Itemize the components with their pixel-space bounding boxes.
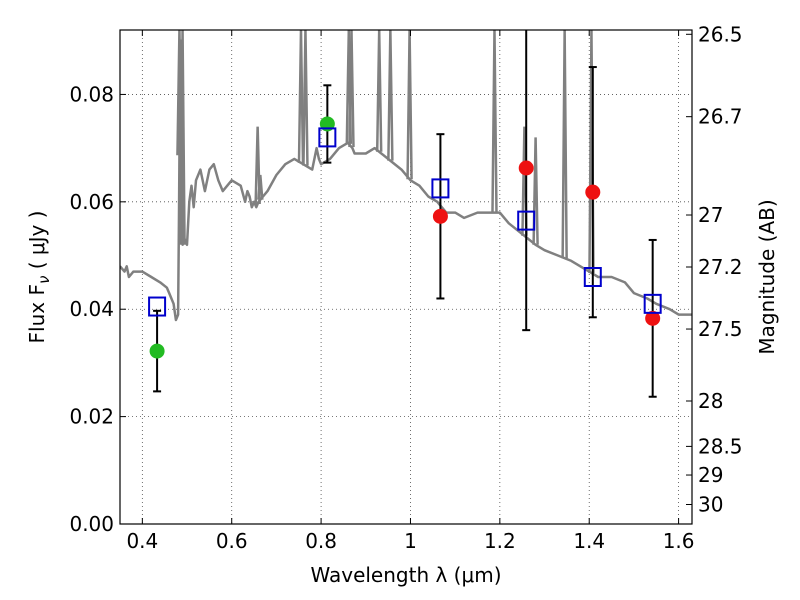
magnitude-tick-label: 29 (698, 463, 723, 487)
emission-line-spike (302, 30, 309, 166)
observed-point (432, 208, 448, 224)
y-axis-label: Flux Fν ( μJy ) (25, 211, 53, 344)
observed-point (645, 310, 661, 326)
x-tick-label: 0.8 (305, 529, 337, 553)
magnitude-tick-label: 30 (698, 493, 723, 517)
emission-line-spike (297, 30, 305, 163)
x-axis-label: Wavelength λ (μm) (310, 563, 501, 587)
model-photometry-square (148, 296, 167, 317)
y-tick-label: 0.00 (69, 512, 114, 536)
emission-line-spike (406, 30, 413, 180)
x-tick-label: 1 (404, 529, 417, 553)
magnitude-tick-label: 27 (698, 203, 723, 227)
detection-point (149, 343, 165, 359)
model-photometry-square (517, 210, 536, 231)
x-tick-label: 0.4 (126, 529, 158, 553)
model-sed-line (120, 39, 692, 322)
emission-line-spike (491, 30, 498, 213)
magnitude-axis-label: Magnitude (AB) (755, 199, 779, 354)
x-tick-label: 0.6 (216, 529, 248, 553)
magnitude-tick-label: 28 (698, 389, 723, 413)
y-tick-label: 0.06 (69, 190, 114, 214)
plot-frame (119, 29, 693, 525)
x-tick-label: 1.2 (484, 529, 516, 553)
emission-line-spike (375, 30, 383, 152)
y-tick-label: 0.04 (69, 297, 114, 321)
emission-line-spike (561, 30, 568, 259)
y-tick-label: 0.08 (69, 82, 114, 106)
emission-line-spike (387, 30, 394, 161)
model-photometry-square (583, 267, 602, 287)
emission-line-spike (348, 30, 355, 148)
magnitude-tick-label: 26.5 (698, 22, 743, 46)
magnitude-tick-label: 28.5 (698, 434, 743, 458)
model-photometry-square (318, 127, 337, 148)
y-tick-label: 0.02 (69, 405, 114, 429)
model-photometry-square (431, 178, 450, 199)
plot-area (120, 30, 692, 398)
magnitude-tick-label: 27.2 (698, 255, 743, 279)
model-photometry-square (643, 293, 662, 314)
x-axis: 0.4 0.6 0.8 1 1.2 1.4 1.6 (126, 30, 695, 553)
emission-line-spike (532, 137, 539, 245)
y-axis: 0.00 0.02 0.04 0.06 0.08 (69, 82, 126, 536)
magnitude-axis: 26.5 26.7 27 27.2 27.5 28 28.5 29 30 (686, 22, 743, 517)
observed-point (585, 184, 601, 200)
emission-line-spike (179, 30, 186, 245)
magnitude-tick-label: 27.5 (698, 317, 743, 341)
x-tick-label: 1.6 (663, 529, 695, 553)
x-tick-label: 1.4 (573, 529, 605, 553)
observed-point (518, 160, 534, 176)
emission-line-spike (257, 174, 264, 200)
grid (120, 30, 692, 524)
magnitude-tick-label: 26.7 (698, 105, 743, 129)
